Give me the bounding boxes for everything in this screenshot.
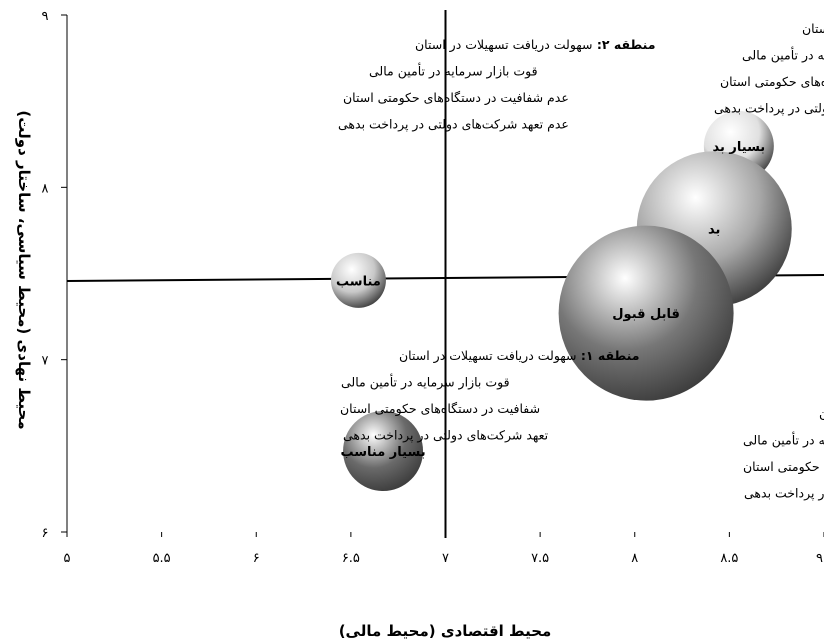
region-line: منطقه ۳: سختی دریافت تسهیلات در استان: [819, 406, 824, 422]
region-line-text: سهولت دریافت تسهیلات در استان: [415, 37, 593, 53]
y-tick-label: ۹: [42, 9, 49, 24]
region-line-text: سختی دریافت تسهیلات در استان: [802, 21, 824, 37]
region-line: شفافیت در دستگاه‌های حکومتی استان: [340, 401, 540, 417]
x-tick-label: ۸.۵: [720, 551, 738, 566]
region-line: تعهد شرکت‌های دولتی در پرداخت بدهی: [343, 428, 549, 444]
bubble-labels: بسیار بد بد قابل قبول مناسب بسیار مناسب: [336, 140, 765, 460]
region-line: عدم شفافیت در دستگاه‌های حکومتی استان: [343, 90, 569, 106]
region-annotations: منطقه ۲: سهولت دریافت تسهیلات در استان قو…: [338, 21, 824, 502]
bubble-label: مناسب: [336, 274, 381, 289]
x-tick-label: ۶: [253, 551, 260, 566]
region-line: عدم تعهد شرکت‌های دولتی در پرداخت بدهی: [338, 117, 569, 133]
x-tick-label: ۶.۵: [342, 551, 360, 566]
y-axis-title: محیط نهادی (محیط سیاسی، ساختار دولت): [15, 110, 33, 429]
region-block: منطقه ۳: سختی دریافت تسهیلات در استان ضعف…: [743, 406, 824, 502]
bubble: [330, 252, 386, 308]
x-axis-title: محیط اقتصادی (محیط مالی): [339, 622, 552, 640]
region-block: منطقه ۱: سهولت دریافت تسهیلات در استان قو…: [340, 348, 639, 444]
region-title: منطقه ۲:: [593, 37, 656, 52]
region-line: تعهد شرکت‌های دولتی در پرداخت بدهی: [744, 486, 824, 502]
region-block: منطقه ۴: سختی دریافت تسهیلات در استان ضعف…: [714, 21, 824, 117]
region-line: قوت بازار سرمایه در تأمین مالی: [369, 63, 538, 80]
y-tick-label: ۷: [42, 354, 49, 369]
bubble: [343, 411, 424, 492]
x-tick-label: ۹: [816, 551, 823, 566]
bubble-label: قابل قبول: [612, 307, 680, 322]
x-tick-label: ۵: [64, 551, 71, 566]
x-tick-label: ۷.۵: [531, 551, 549, 566]
y-tick-label: ۶: [42, 526, 49, 541]
region-line: منطقه ۱: سهولت دریافت تسهیلات در استان: [399, 348, 639, 364]
y-tick-label: ۸: [42, 181, 49, 196]
bubble: [558, 225, 734, 401]
region-line: منطقه ۴: سختی دریافت تسهیلات در استان: [802, 21, 824, 37]
bubble-label: بسیار مناسب: [341, 445, 426, 460]
region-line: عدم تعهد شرکت‌های دولتی در پرداخت بدهی: [714, 101, 824, 117]
region-block: منطقه ۲: سهولت دریافت تسهیلات در استان قو…: [338, 37, 655, 133]
region-line: ضعف بازار سرمایه در تأمین مالی: [742, 47, 824, 64]
region-line-text: سهولت دریافت تسهیلات در استان: [399, 348, 577, 364]
bubble-label: بسیار بد: [712, 140, 765, 155]
x-tick-label: ۷: [442, 551, 449, 566]
x-tick-label: ۵.۵: [153, 551, 171, 566]
x-tick-label: ۸: [631, 551, 638, 566]
region-line: منطقه ۲: سهولت دریافت تسهیلات در استان: [415, 37, 655, 53]
region-line: عدم شفافیت در دستگاه‌های حکومتی استان: [720, 74, 824, 90]
region-line-text: سختی دریافت تسهیلات در استان: [819, 406, 824, 422]
region-line: قوت بازار سرمایه در تأمین مالی: [341, 374, 510, 391]
bubble-label: بد: [708, 223, 720, 238]
region-line: شفافیت در دستگاه‌های حکومتی استان: [743, 459, 824, 475]
region-title: منطقه ۱:: [577, 348, 640, 363]
bubbles: [330, 110, 792, 492]
region-line: ضعف بازار سرمایه در تأمین مالی: [743, 432, 824, 449]
